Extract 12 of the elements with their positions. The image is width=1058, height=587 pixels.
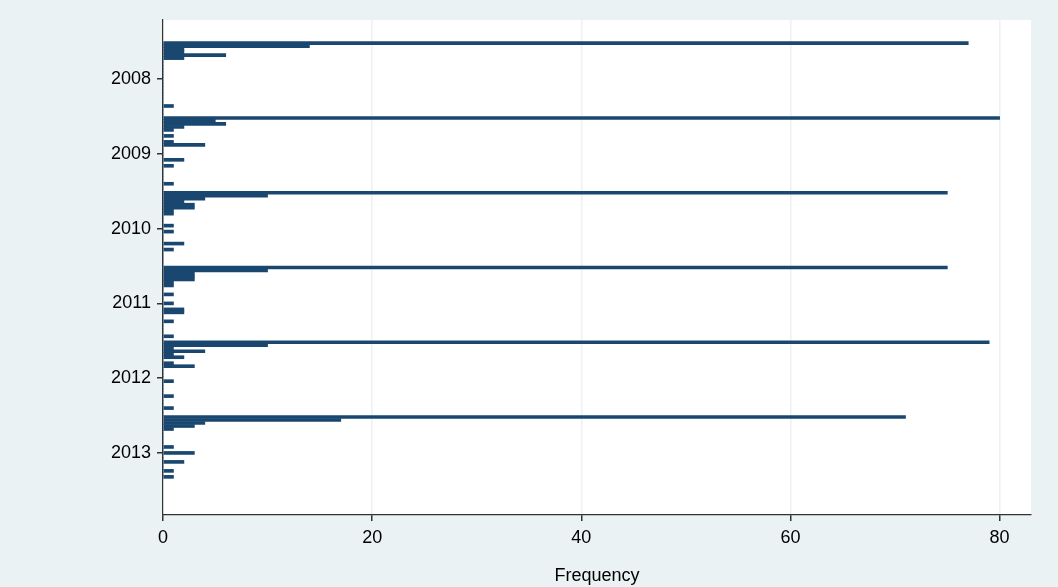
x-tick-label: 60 [780, 526, 801, 547]
y-tick-label: 2013 [110, 441, 151, 462]
y-tick-label: 2008 [110, 68, 151, 89]
y-tick-label: 2012 [110, 367, 151, 388]
y-tick-label: 2009 [110, 142, 151, 163]
x-tick-label: 40 [571, 526, 592, 547]
x-tick-label: 80 [989, 526, 1010, 547]
y-tick-label: 2010 [110, 217, 151, 238]
x-tick-label: 20 [362, 526, 383, 547]
y-tick-label: 2011 [112, 292, 151, 313]
x-tick-label: 0 [157, 526, 169, 547]
x-axis-title: Frequency [554, 565, 640, 586]
